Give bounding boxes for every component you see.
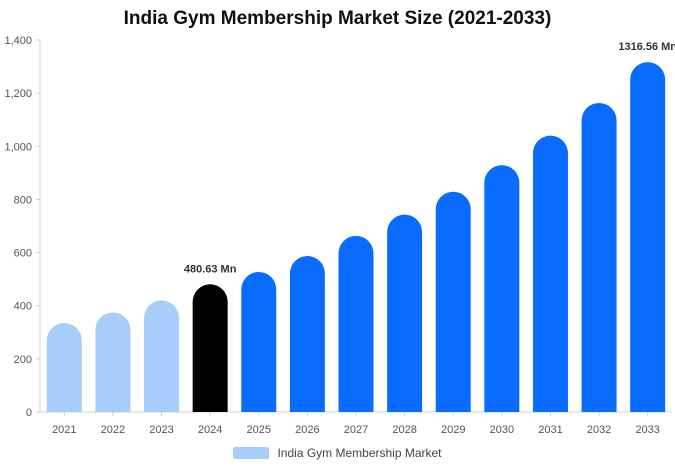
x-tick-label: 2024 (198, 424, 222, 436)
x-tick-label: 2033 (635, 424, 659, 436)
y-tick-label: 1,400 (4, 35, 32, 47)
y-tick-label: 600 (14, 248, 32, 260)
x-tick-label: 2027 (344, 424, 368, 436)
bar-2031 (532, 135, 568, 412)
y-tick-label: 800 (14, 194, 32, 206)
bar-2030 (484, 165, 520, 412)
x-tick-label: 2026 (295, 424, 319, 436)
x-tick-label: 2031 (538, 424, 562, 436)
legend[interactable]: India Gym Membership Market (0, 446, 675, 460)
bar-2032 (581, 102, 617, 412)
y-tick-label: 1,200 (4, 88, 32, 100)
data-label: 480.63 Mn (184, 263, 237, 275)
y-tick-label: 400 (14, 301, 32, 313)
bar-2026 (289, 256, 325, 412)
x-tick-label: 2021 (52, 424, 76, 436)
bar-2028 (387, 214, 423, 412)
y-tick-label: 200 (14, 354, 32, 366)
x-tick-label: 2032 (587, 424, 611, 436)
y-tick-label: 0 (26, 407, 32, 419)
bar-2029 (435, 191, 471, 412)
bar-2021 (46, 322, 82, 412)
y-tick-label: 1,000 (4, 141, 32, 153)
legend-swatch (233, 447, 270, 459)
x-tick-label: 2023 (149, 424, 173, 436)
x-tick-label: 2028 (392, 424, 416, 436)
x-tick-label: 2030 (490, 424, 514, 436)
chart-title: India Gym Membership Market Size (2021-2… (123, 8, 552, 29)
x-tick-label: 2022 (101, 424, 125, 436)
x-tick-label: 2029 (441, 424, 465, 436)
bar-2027 (338, 235, 374, 412)
data-label: 1316.56 Mn (618, 41, 675, 53)
bar-2023 (144, 300, 180, 412)
bar-2033 (630, 62, 666, 412)
bar-2022 (95, 312, 131, 412)
bar-2025 (241, 271, 277, 412)
legend-label: India Gym Membership Market (277, 446, 442, 460)
x-tick-label: 2025 (247, 424, 271, 436)
bar-2024 (192, 284, 228, 412)
